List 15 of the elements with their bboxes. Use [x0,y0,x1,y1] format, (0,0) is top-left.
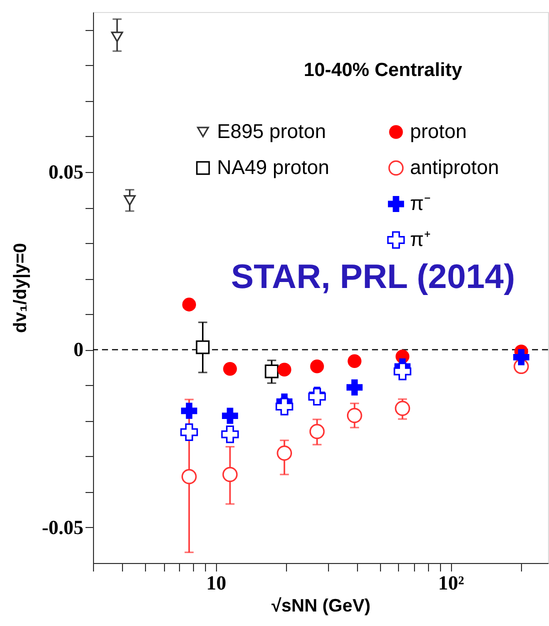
annotation: STAR, PRL (2014) [230,258,516,296]
x-tick-label: 10² [438,572,464,594]
legend-label: NA49 proton [217,157,330,179]
legend-label: proton [410,121,467,143]
legend-label: antiproton [410,157,499,179]
y-tick-label: 0 [74,339,84,362]
y-tick-label: 0.05 [48,161,84,184]
legend-label: π⁻ [410,193,431,215]
x-tick-label: 10 [206,572,226,594]
annotation: 10-40% Centrality [304,60,463,81]
x-axis-title: √sNN (GeV) [272,596,370,616]
legend-label: π⁺ [410,229,431,251]
y-tick-label: -0.05 [42,516,84,539]
legend-label: E895 proton [217,121,326,143]
y-axis-title: dv₁/dy|y=0 [10,242,30,334]
